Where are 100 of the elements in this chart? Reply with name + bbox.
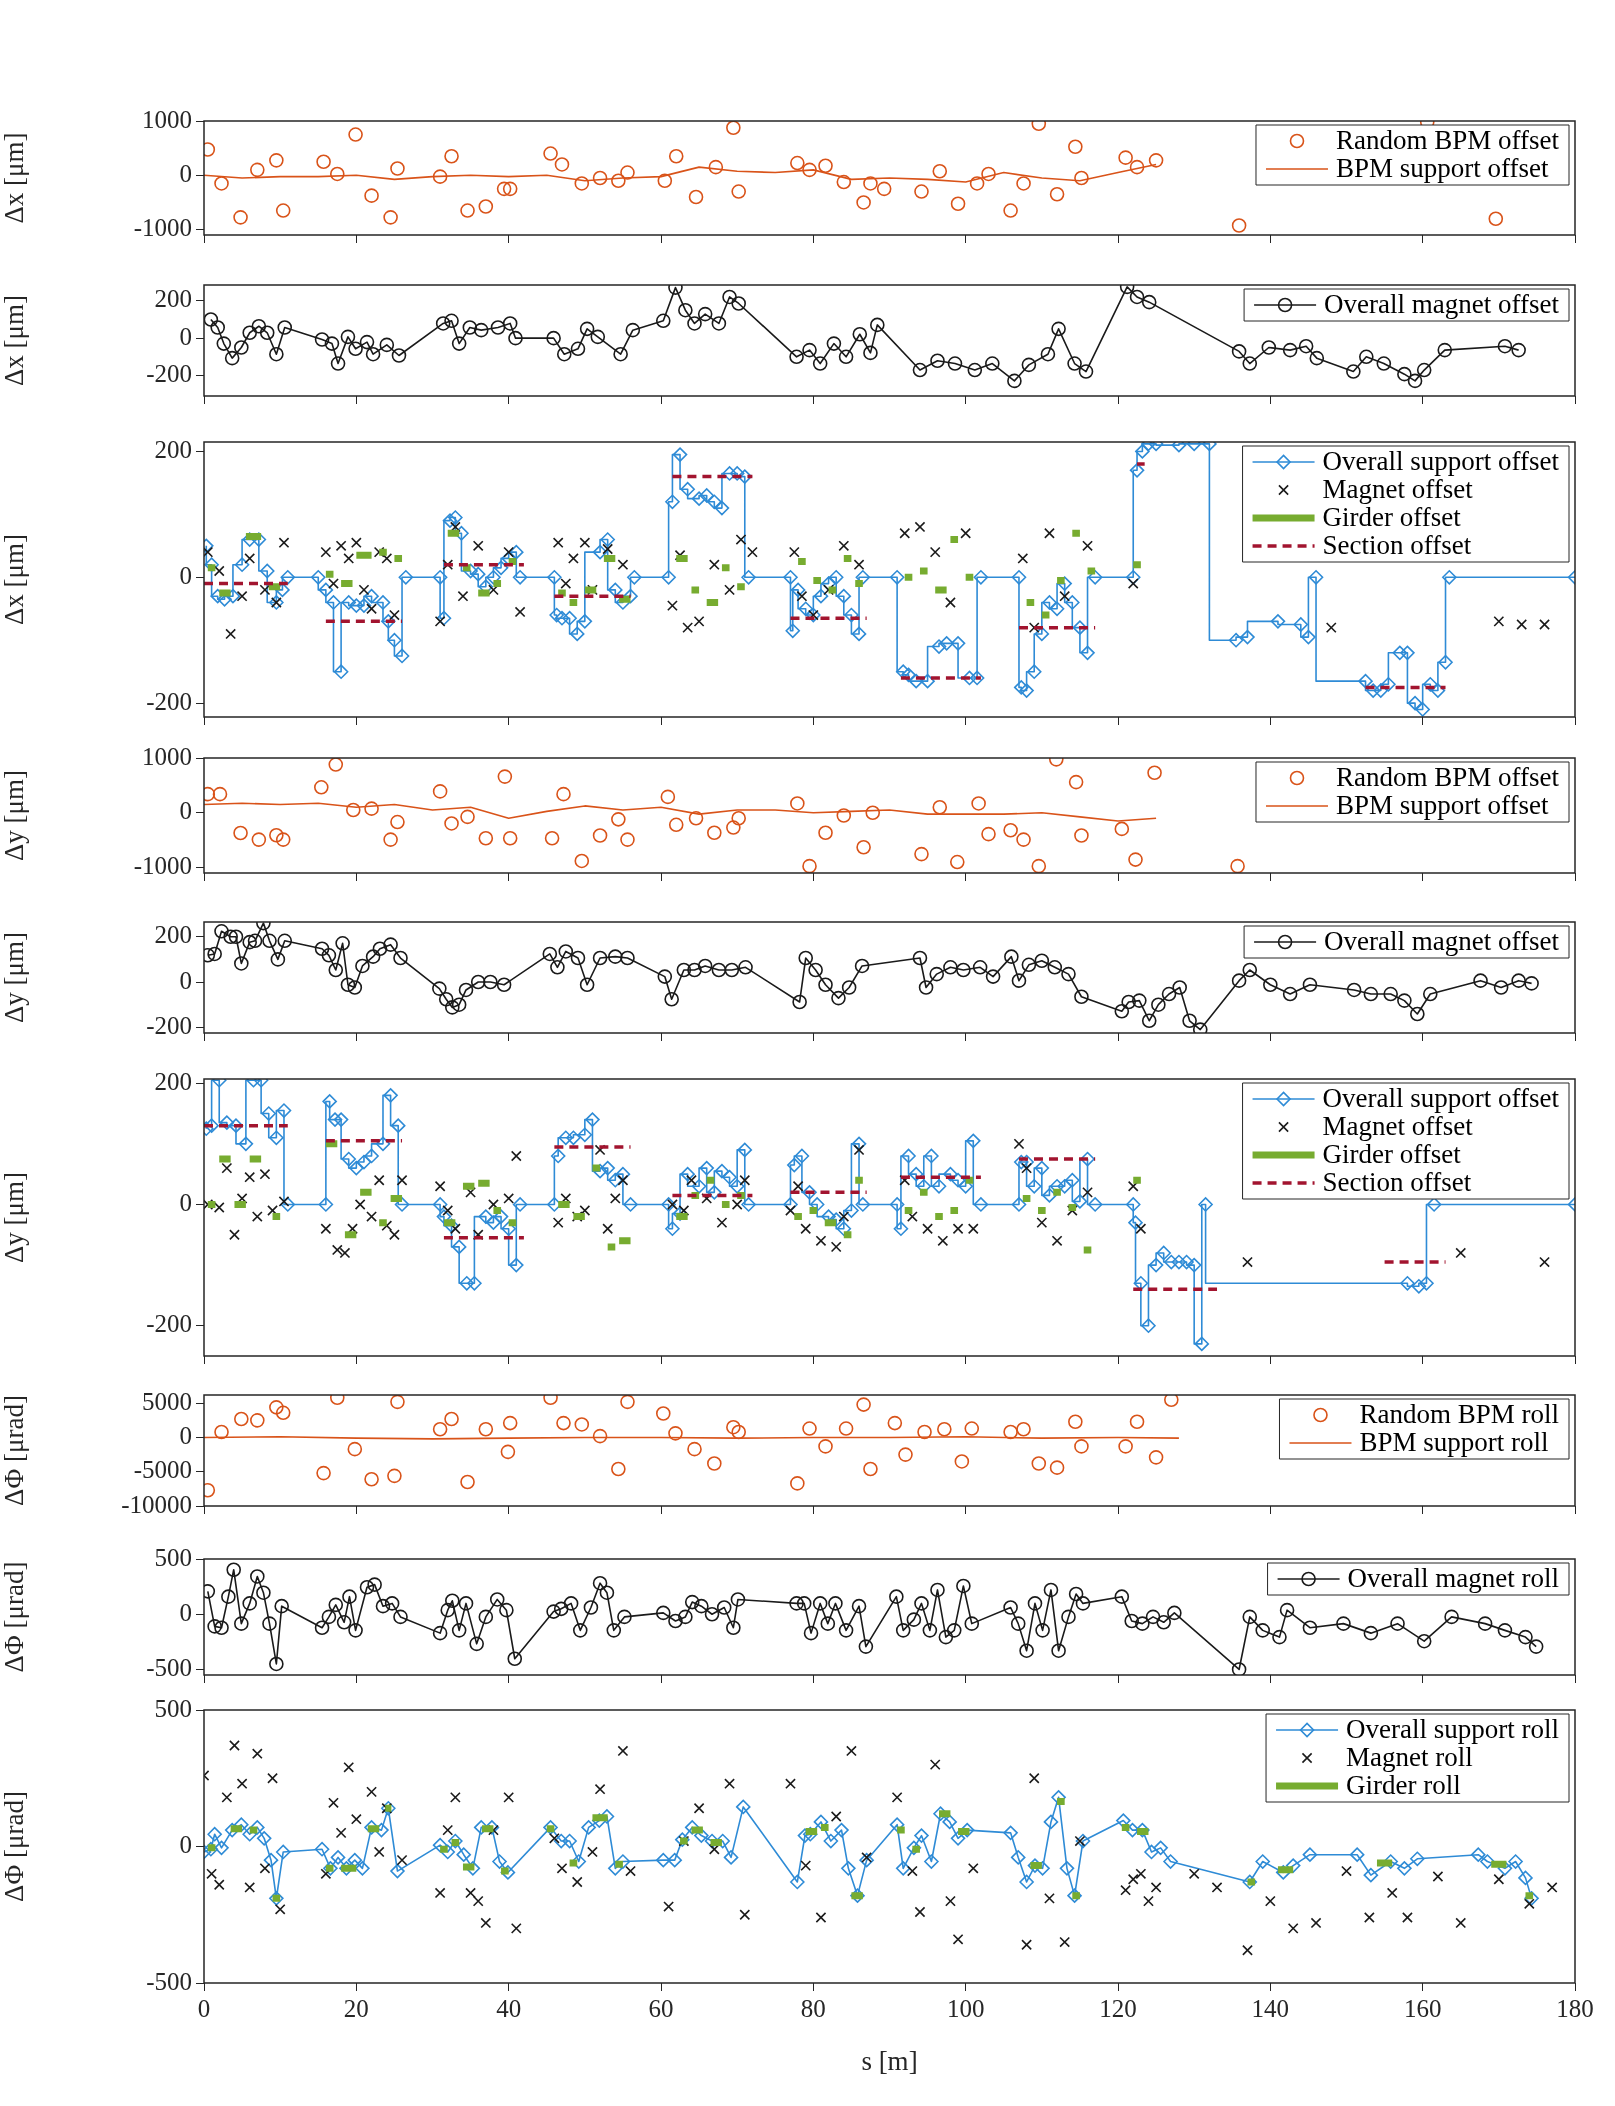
- point: [478, 199, 494, 214]
- point: [496, 181, 512, 197]
- point: [1074, 1439, 1089, 1454]
- point: [660, 789, 676, 805]
- point: [726, 1419, 741, 1435]
- y-tick-label: 500: [154, 1694, 192, 1722]
- point: [383, 210, 398, 225]
- point: [818, 825, 833, 841]
- point: [611, 1461, 626, 1477]
- point: [1068, 1414, 1083, 1430]
- y-tick-label: -10000: [121, 1490, 192, 1518]
- point: [726, 121, 741, 136]
- point: [348, 127, 363, 142]
- point: [383, 832, 398, 847]
- point: [969, 176, 985, 191]
- point: [1129, 159, 1145, 175]
- point: [688, 810, 704, 826]
- legend-label: Overall support offset: [1322, 446, 1560, 477]
- x-tick-label: 180: [1556, 1994, 1594, 2022]
- point: [1003, 203, 1018, 218]
- y-tick-label: -200: [146, 1011, 192, 1039]
- point: [212, 786, 228, 802]
- y-tick-label: 0: [179, 561, 192, 589]
- y-tick-label: 200: [154, 436, 192, 463]
- legend-label: Overall magnet offset: [1324, 289, 1560, 320]
- point: [954, 1454, 970, 1469]
- x-tick-label: 140: [1251, 1994, 1290, 2022]
- legend-label: Overall magnet offset: [1324, 926, 1560, 957]
- point: [269, 153, 284, 168]
- point: [838, 1421, 854, 1436]
- point: [444, 1411, 459, 1427]
- point: [1003, 1424, 1018, 1440]
- point: [836, 174, 852, 190]
- point: [708, 159, 724, 175]
- point: [971, 796, 986, 811]
- y-tick-label: -200: [146, 360, 192, 388]
- point: [790, 155, 805, 171]
- point: [1148, 1450, 1164, 1465]
- x-axis-title: s [m]: [861, 2045, 918, 2076]
- point: [790, 1476, 805, 1491]
- x-tick-label: 0: [197, 1994, 211, 2022]
- point: [818, 1439, 833, 1454]
- point: [592, 1428, 608, 1444]
- y-tick-label: 0: [179, 797, 192, 825]
- y-tick-label: 0: [179, 1598, 192, 1626]
- legend-label: Random BPM roll: [1359, 1399, 1560, 1430]
- y-axis-title: ΔΦ [μrad]: [0, 1395, 30, 1506]
- point: [1016, 832, 1031, 847]
- point: [1049, 186, 1065, 202]
- point: [865, 805, 881, 821]
- point: [932, 799, 948, 815]
- point: [981, 826, 996, 842]
- x-tick-label: 20: [343, 1994, 369, 2022]
- point: [502, 830, 518, 846]
- point: [328, 758, 344, 772]
- point: [390, 814, 405, 830]
- y-tick-label: 500: [154, 1543, 192, 1571]
- point: [345, 802, 361, 818]
- point: [1074, 828, 1089, 843]
- point: [876, 181, 892, 197]
- y-axis-title: Δy [μm]: [0, 931, 30, 1024]
- point: [1031, 858, 1047, 873]
- x-tick-label: 100: [946, 1994, 985, 2022]
- y-tick-label: 200: [154, 285, 192, 313]
- point: [863, 1461, 878, 1477]
- x-tick-label: 80: [800, 1994, 826, 2022]
- point: [687, 1441, 702, 1457]
- y-axis-title: Δy [μm]: [0, 1171, 30, 1264]
- point: [1114, 821, 1130, 837]
- point: [1164, 1395, 1179, 1408]
- point: [707, 825, 722, 841]
- y-tick-label: 1000: [142, 742, 192, 770]
- point: [390, 161, 405, 176]
- point: [478, 830, 494, 846]
- legend-label: Overall support offset: [1322, 1083, 1560, 1114]
- y-axis-title: Δy [μm]: [0, 769, 30, 862]
- point: [1147, 765, 1162, 781]
- point: [950, 196, 966, 212]
- x-tick-label: 40: [496, 1994, 522, 2022]
- x-tick-label: 60: [648, 1994, 674, 2022]
- y-tick-label: 0: [179, 1422, 192, 1450]
- y-tick-label: 200: [154, 1067, 192, 1095]
- point: [314, 780, 329, 795]
- y-axis-title: Δx [μm]: [0, 533, 30, 626]
- point: [233, 825, 248, 841]
- point: [250, 1413, 265, 1428]
- point: [432, 1421, 448, 1437]
- y-axis-title: ΔΦ [μrad]: [0, 1561, 30, 1673]
- point: [251, 832, 267, 847]
- legend-label: Overall support roll: [1346, 1714, 1560, 1745]
- point: [592, 828, 608, 843]
- point: [390, 1395, 405, 1410]
- point: [707, 1456, 722, 1471]
- point: [802, 162, 817, 178]
- point: [863, 176, 878, 191]
- point: [620, 1395, 635, 1410]
- y-tick-label: 0: [179, 322, 192, 350]
- point: [574, 1417, 590, 1432]
- point: [316, 1465, 331, 1481]
- point: [655, 1406, 671, 1421]
